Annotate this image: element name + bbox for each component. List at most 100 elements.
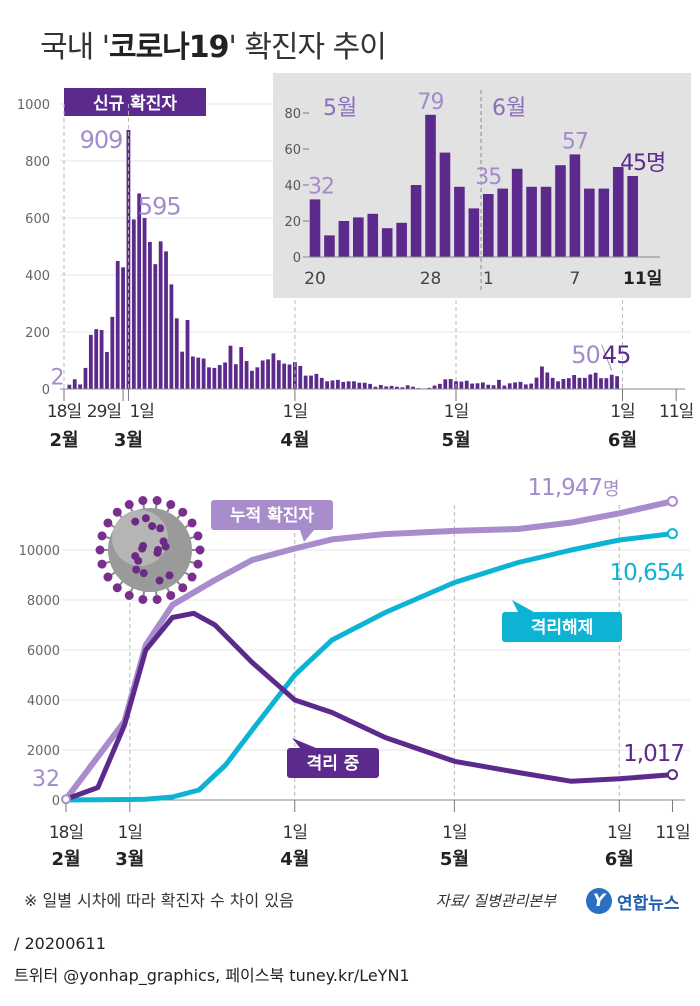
inset-x-tick-label: 28 xyxy=(420,269,442,289)
bar xyxy=(550,377,555,389)
x-tick-day: 1일 xyxy=(610,402,634,422)
inset-value-label: 32 xyxy=(308,174,334,199)
inset-x-tick-label: 7 xyxy=(570,269,581,289)
virus-spike-head xyxy=(124,500,134,510)
bar xyxy=(566,378,571,389)
series-callout-label: 격리 중 xyxy=(307,754,360,774)
bar xyxy=(233,364,238,389)
bar xyxy=(572,375,577,389)
virus-spike-head xyxy=(178,507,188,517)
bar xyxy=(368,383,372,389)
line-y-tick-label: 2000 xyxy=(27,744,60,759)
line-x-tick-month: 3월 xyxy=(115,849,144,870)
bar xyxy=(287,364,292,389)
inset-y-tick-label: 40 xyxy=(284,179,301,194)
bar xyxy=(341,381,346,389)
series-callout: 격리 중 xyxy=(287,738,379,778)
inset-y-tick-label: 20 xyxy=(284,215,301,230)
bar xyxy=(357,382,362,389)
bar xyxy=(529,383,534,389)
inset-bar-chart xyxy=(273,73,691,298)
bar xyxy=(593,372,598,389)
virus-protein xyxy=(165,571,174,580)
peak-label: 50 xyxy=(571,341,600,369)
bar xyxy=(497,379,501,389)
bar xyxy=(352,381,356,389)
bar xyxy=(556,381,560,389)
inset-bar xyxy=(454,186,465,257)
virus-spike-head xyxy=(97,531,107,541)
series-callout-box xyxy=(211,500,333,530)
series-badge xyxy=(64,88,206,116)
x-tick-day: 11일 xyxy=(659,402,693,422)
virus-spike-head xyxy=(187,572,197,582)
virus-spike-head xyxy=(152,594,162,604)
bar xyxy=(540,366,544,389)
bar xyxy=(378,385,383,389)
bar xyxy=(255,367,260,389)
peak-label: 595 xyxy=(138,192,181,220)
line-x-tick-day: 1일 xyxy=(283,823,307,843)
bar xyxy=(115,261,120,389)
bar xyxy=(78,384,83,389)
series-start-marker xyxy=(61,794,71,805)
series-callout-box xyxy=(287,748,379,778)
series-line xyxy=(63,531,675,803)
virus-protein xyxy=(155,576,164,585)
inset-bar xyxy=(540,186,552,257)
series-callout-tail xyxy=(512,600,534,612)
x-tick-day: 18일 xyxy=(47,402,81,422)
coronavirus-illustration xyxy=(95,496,205,604)
bar xyxy=(588,374,593,389)
series-callout: 누적 확진자 xyxy=(211,500,333,542)
series-end-marker xyxy=(666,495,678,507)
virus-spike-head xyxy=(97,559,107,569)
series-end-label: 10,654 xyxy=(610,560,685,586)
inset-x-tick-label: 11일 xyxy=(623,269,662,289)
inset-bar xyxy=(410,185,422,257)
bar xyxy=(502,385,507,389)
bar xyxy=(94,329,99,389)
series-end-marker xyxy=(666,769,678,781)
series-callout-label: 누적 확진자 xyxy=(230,506,314,526)
bar xyxy=(335,379,340,389)
inset-bar xyxy=(526,186,537,257)
bar xyxy=(604,378,609,389)
inset-x-tick-label: 1 xyxy=(483,269,494,289)
bar xyxy=(83,367,88,389)
inset-bar xyxy=(381,228,393,257)
bar xyxy=(148,241,152,389)
inset-value-label: 35 xyxy=(475,165,501,190)
bar xyxy=(223,362,227,389)
virus-spike-head xyxy=(195,545,205,555)
bar xyxy=(309,375,313,389)
virus-protein xyxy=(131,552,140,561)
bar xyxy=(475,383,480,389)
inset-bar xyxy=(468,208,480,257)
inset-bar xyxy=(482,194,494,257)
series-line xyxy=(63,610,675,802)
virus-protein xyxy=(156,524,165,533)
virus-spike-head xyxy=(103,572,113,582)
bar xyxy=(384,386,389,389)
bar xyxy=(153,264,158,389)
y-tick-label: 1000 xyxy=(17,98,50,113)
bar xyxy=(582,377,587,389)
series-callout-tail xyxy=(292,738,316,748)
bar xyxy=(405,385,410,389)
inset-bar xyxy=(598,188,610,257)
bar xyxy=(507,383,512,389)
bar xyxy=(239,347,244,389)
bar xyxy=(362,382,367,389)
peak-label: 909 xyxy=(80,126,123,154)
yonhap-logo-icon: Y xyxy=(586,888,612,914)
line-x-tick-day: 1일 xyxy=(118,823,142,843)
x-tick-day: 1일 xyxy=(129,402,153,422)
bar xyxy=(373,386,378,389)
inset-bar xyxy=(497,188,509,257)
virus-protein xyxy=(139,541,148,550)
inset-bar xyxy=(396,222,407,257)
inset-bar xyxy=(555,165,566,257)
x-tick-month: 3월 xyxy=(114,430,143,451)
peak-label: 45 xyxy=(602,341,631,369)
